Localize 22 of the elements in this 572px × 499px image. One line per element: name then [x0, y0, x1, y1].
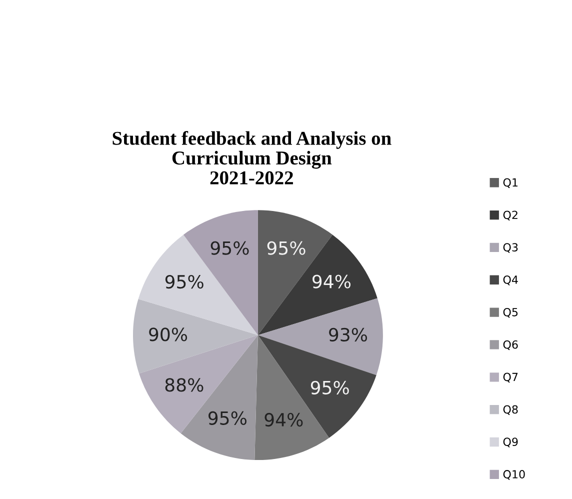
data-label: 94%	[264, 412, 303, 427]
legend-label: Q2	[503, 210, 518, 220]
legend-label: Q3	[503, 243, 518, 253]
data-label: 88%	[165, 378, 204, 392]
data-label: 95%	[208, 411, 246, 425]
data-label: 95%	[210, 241, 249, 255]
chart-title: Student feedback and Analysis on Curriculum Design 2021-2022	[112, 131, 392, 184]
data-label: 95%	[310, 380, 349, 394]
legend-label: Q4	[503, 276, 518, 286]
legend-label: Q1	[503, 178, 518, 188]
legend-label: Q10	[503, 470, 525, 480]
legend-label: Q6	[503, 340, 518, 350]
data-label: 95%	[165, 274, 204, 289]
legend-label: Q8	[503, 405, 518, 415]
data-label: 94%	[312, 274, 351, 288]
pie-slice	[132, 299, 258, 374]
legend-label: Q7	[503, 372, 518, 382]
legend-label: Q9	[503, 438, 518, 448]
data-label: 90%	[149, 328, 188, 342]
data-label: 95%	[267, 241, 306, 255]
legend-label: Q5	[503, 308, 518, 318]
data-label: 93%	[329, 328, 368, 342]
